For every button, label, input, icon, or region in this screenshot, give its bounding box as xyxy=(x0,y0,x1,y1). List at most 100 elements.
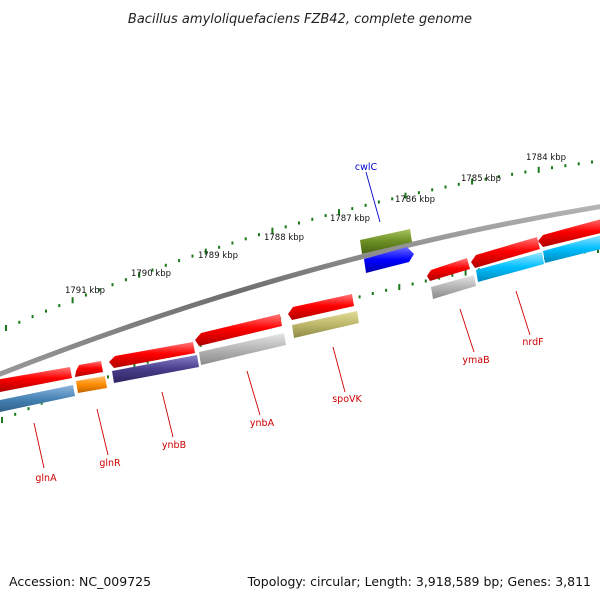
kbp-label-1785: 1785 kbp xyxy=(461,174,501,184)
outer-scale-minor-tick xyxy=(164,263,167,267)
outer-scale-minor-tick xyxy=(111,283,114,287)
outer-scale-minor-tick xyxy=(324,214,327,218)
outer-scale-major-tick xyxy=(471,178,474,185)
gene-arrow-ymaB[interactable] xyxy=(427,258,470,281)
cog-lane xyxy=(0,235,600,412)
kbp-label-1791: 1791 kbp xyxy=(65,286,105,296)
outer-scale-minor-tick xyxy=(191,254,194,258)
kbp-label-1790: 1790 kbp xyxy=(131,269,171,279)
gene-label-ynbA[interactable]: ynbA xyxy=(250,418,275,429)
kbp-labels: 1784 kbp 1785 kbp 1786 kbp 1787 kbp 1788… xyxy=(65,153,566,296)
inner-scale-minor-tick xyxy=(27,407,30,411)
outer-scale-minor-tick xyxy=(457,182,460,186)
outer-scale-minor-tick xyxy=(244,237,247,241)
gene-label-ynbB[interactable]: ynbB xyxy=(162,440,186,451)
outer-scale-major-tick xyxy=(404,192,407,199)
outer-scale-minor-tick xyxy=(231,241,234,245)
genome-backbone xyxy=(0,204,600,377)
gene-label-cwlC[interactable]: cwlC xyxy=(355,162,378,173)
gene-labels: cwlC glnA glnR ynbB ynbA spoVK ymaB nrdF xyxy=(35,162,543,484)
outer-scale-minor-tick xyxy=(351,207,354,211)
leader-line-glnR xyxy=(96,408,109,456)
outer-scale-minor-tick xyxy=(124,278,127,282)
outer-scale-major-tick xyxy=(138,271,141,278)
cog-bar-glnA xyxy=(0,385,75,412)
gene-arrow-glnA[interactable] xyxy=(0,367,72,392)
outer-scale-minor-tick xyxy=(431,188,434,192)
forward-strand xyxy=(0,218,600,392)
map-title: Bacillus amyloliquefaciens FZB42, comple… xyxy=(128,12,472,27)
gene-arrow-right-edge[interactable] xyxy=(538,218,600,247)
gene-arrow-nrdF[interactable] xyxy=(471,237,540,268)
outer-scale-minor-tick xyxy=(18,320,21,324)
cog-bar-nrdF xyxy=(476,252,544,282)
inner-scale-major-tick xyxy=(464,269,467,276)
outer-scale-minor-tick xyxy=(218,245,221,249)
gene-leader-lines xyxy=(33,171,531,469)
gene-bar-cwlC-olive[interactable] xyxy=(360,229,412,254)
cog-bar-right-edge xyxy=(543,235,600,263)
leader-line-ynbB xyxy=(161,391,174,438)
outer-scale-minor-tick xyxy=(298,221,300,225)
outer-scale-minor-tick xyxy=(391,197,394,201)
outer-scale-minor-tick xyxy=(151,268,154,272)
outer-scale-minor-tick xyxy=(577,162,580,166)
inner-scale-minor-tick xyxy=(358,295,361,299)
inner-scale-major-tick xyxy=(398,284,401,291)
kbp-label-1787: 1787 kbp xyxy=(330,214,370,224)
outer-scale-minor-tick xyxy=(284,225,287,229)
leader-line-ynbA xyxy=(246,370,261,416)
kbp-label-1784: 1784 kbp xyxy=(526,153,566,163)
inner-scale-minor-tick xyxy=(146,360,149,364)
gene-arrow-ynbA[interactable] xyxy=(195,314,282,346)
inner-scale-minor-tick xyxy=(385,288,388,292)
inner-scale-major-tick xyxy=(1,417,3,423)
cog-bar-ymaB xyxy=(431,275,476,299)
leader-line-glnA xyxy=(33,422,45,469)
outer-scale-minor-tick xyxy=(178,259,181,263)
outer-scale-minor-tick xyxy=(484,177,487,181)
outer-scale-major-tick xyxy=(537,166,540,173)
gene-arrow-ynbB[interactable] xyxy=(109,342,195,368)
outer-scale-minor-tick xyxy=(258,233,260,237)
leader-line-cwlC xyxy=(365,171,381,223)
inner-scale-minor-tick xyxy=(371,292,374,295)
outer-scale-major-tick xyxy=(271,227,274,234)
outer-scale-minor-tick xyxy=(364,203,367,207)
inner-scale-minor-tick xyxy=(411,282,414,286)
cwlC-track xyxy=(360,229,414,273)
outer-scale-minor-tick xyxy=(444,185,447,189)
gene-arrow-spoVK[interactable] xyxy=(288,294,354,320)
gene-label-glnA[interactable]: glnA xyxy=(35,473,57,484)
cog-bar-ynbA xyxy=(199,333,286,365)
gene-label-glnR[interactable]: glnR xyxy=(99,458,121,469)
outer-scale-major-tick xyxy=(204,248,207,255)
gene-arrow-cwlC[interactable] xyxy=(364,247,414,273)
kbp-label-1786: 1786 kbp xyxy=(395,195,435,205)
kbp-label-1789: 1789 kbp xyxy=(198,251,238,261)
inner-scale-minor-tick xyxy=(40,401,43,405)
outer-scale-minor-tick xyxy=(377,200,380,204)
inner-scale-minor-tick xyxy=(107,375,109,379)
outer-scale-minor-tick xyxy=(564,164,567,168)
topology-label: Topology: circular; Length: 3,918,589 bp… xyxy=(247,574,591,589)
outer-scale-minor-tick xyxy=(417,191,420,195)
gene-arrow-glnR[interactable] xyxy=(75,361,103,377)
outer-scale-minor-tick xyxy=(84,293,87,297)
outer-scale-minor-tick xyxy=(311,217,314,221)
gene-label-ymaB[interactable]: ymaB xyxy=(462,355,489,366)
gene-label-nrdF[interactable]: nrdF xyxy=(522,337,543,348)
outer-scale-minor-tick xyxy=(511,172,514,176)
gene-label-spoVK[interactable]: spoVK xyxy=(332,394,362,405)
accession-label: Accession: NC_009725 xyxy=(9,574,151,589)
leader-line-nrdF xyxy=(515,290,531,336)
outer-scale-minor-tick xyxy=(31,315,34,319)
outer-scale-major-tick xyxy=(71,297,74,304)
outer-scale-minor-tick xyxy=(58,304,61,308)
inner-scale-major-tick xyxy=(597,247,599,253)
cog-bar-spoVK xyxy=(292,311,359,338)
inner-scale-minor-tick xyxy=(424,279,427,283)
leader-line-ymaB xyxy=(459,308,475,353)
outer-scale-minor-tick xyxy=(45,309,47,313)
